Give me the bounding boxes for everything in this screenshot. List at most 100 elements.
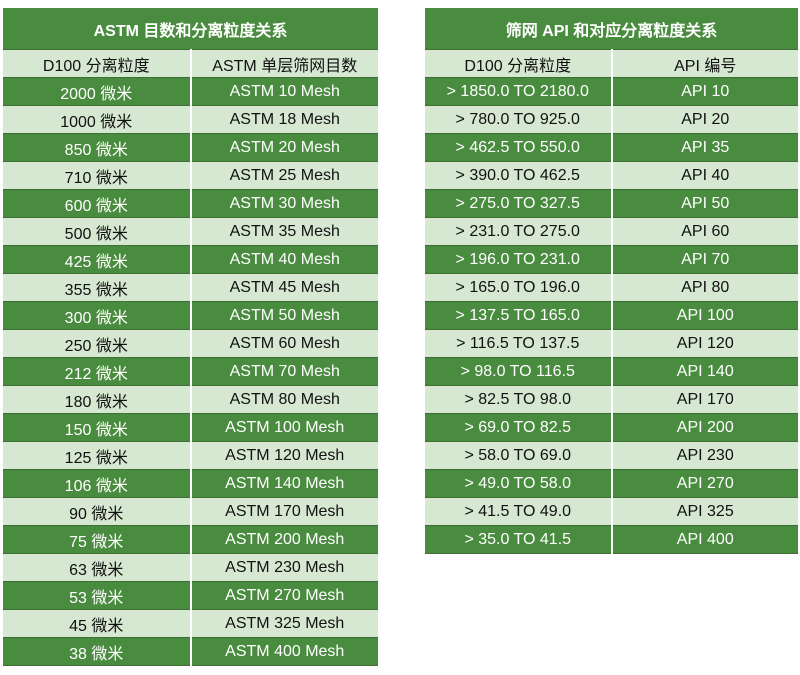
- col-1-cell: 45 微米: [3, 609, 191, 638]
- col-2-cell: ASTM 120 Mesh: [189, 441, 378, 470]
- col-2-cell: ASTM 200 Mesh: [189, 525, 378, 554]
- table-title: 筛网 API 和对应分离粒度关系: [425, 8, 798, 50]
- table-row: > 231.0 TO 275.0 API 60: [425, 217, 798, 246]
- col-1-cell: > 275.0 TO 327.5: [425, 189, 612, 218]
- table-row: > 116.5 TO 137.5 API 120: [425, 329, 798, 358]
- col-2-cell: ASTM 30 Mesh: [189, 189, 378, 218]
- col-2-cell: ASTM 35 Mesh: [189, 217, 378, 246]
- col-2-cell: API 35: [610, 133, 798, 162]
- table-row: 45 微米 ASTM 325 Mesh: [3, 609, 378, 638]
- col-1-cell: 1000 微米: [3, 105, 191, 134]
- col-1-cell: > 98.0 TO 116.5: [425, 357, 612, 386]
- col-1-cell: 250 微米: [3, 329, 191, 358]
- table-row: 53 微米 ASTM 270 Mesh: [3, 581, 378, 610]
- col-1-cell: 180 微米: [3, 385, 191, 414]
- col-2-cell: ASTM 325 Mesh: [189, 609, 378, 638]
- col-2-cell: API 325: [610, 497, 798, 526]
- column-header-row: D100 分离粒度 API 编号: [425, 49, 798, 78]
- col-2-cell: API 10: [610, 77, 798, 106]
- col-2-cell: ASTM 170 Mesh: [189, 497, 378, 526]
- col-2-cell: ASTM 50 Mesh: [189, 301, 378, 330]
- table-row: > 98.0 TO 116.5 API 140: [425, 357, 798, 386]
- col-1-cell: > 165.0 TO 196.0: [425, 273, 612, 302]
- table-row: > 49.0 TO 58.0 API 270: [425, 469, 798, 498]
- col-1-cell: > 35.0 TO 41.5: [425, 525, 612, 554]
- col-2-cell: API 80: [610, 273, 798, 302]
- table-row: 63 微米 ASTM 230 Mesh: [3, 553, 378, 582]
- col-2-cell: ASTM 25 Mesh: [189, 161, 378, 190]
- col-2-cell: API 编号: [610, 49, 798, 78]
- column-header-row: D100 分离粒度 ASTM 单层筛网目数: [3, 49, 378, 78]
- table-row: 106 微米 ASTM 140 Mesh: [3, 469, 378, 498]
- table-row: > 69.0 TO 82.5 API 200: [425, 413, 798, 442]
- col-1-cell: 425 微米: [3, 245, 191, 274]
- col-2-cell: API 200: [610, 413, 798, 442]
- table-row: 75 微米 ASTM 200 Mesh: [3, 525, 378, 554]
- table-row: 180 微米 ASTM 80 Mesh: [3, 385, 378, 414]
- table-row: > 165.0 TO 196.0 API 80: [425, 273, 798, 302]
- col-1-cell: > 58.0 TO 69.0: [425, 441, 612, 470]
- col-1-cell: 106 微米: [3, 469, 191, 498]
- col-2-cell: ASTM 400 Mesh: [189, 637, 378, 666]
- col-1-cell: 38 微米: [3, 637, 191, 666]
- col-2-cell: API 50: [610, 189, 798, 218]
- table-row: > 780.0 TO 925.0 API 20: [425, 105, 798, 134]
- col-1-cell: 500 微米: [3, 217, 191, 246]
- table-row: > 41.5 TO 49.0 API 325: [425, 497, 798, 526]
- col-1-cell: > 49.0 TO 58.0: [425, 469, 612, 498]
- table-row: > 196.0 TO 231.0 API 70: [425, 245, 798, 274]
- table-row: 425 微米 ASTM 40 Mesh: [3, 245, 378, 274]
- col-1-cell: 850 微米: [3, 133, 191, 162]
- col-1-cell: 600 微米: [3, 189, 191, 218]
- col-1-cell: D100 分离粒度: [425, 49, 612, 78]
- table-row: 150 微米 ASTM 100 Mesh: [3, 413, 378, 442]
- col-1-cell: 710 微米: [3, 161, 191, 190]
- col-1-cell: 125 微米: [3, 441, 191, 470]
- col-1-cell: 300 微米: [3, 301, 191, 330]
- col-1-cell: 2000 微米: [3, 77, 191, 106]
- astm-mesh-table: ASTM 目数和分离粒度关系 D100 分离粒度 ASTM 单层筛网目数 2000 …: [3, 8, 378, 666]
- col-1-cell: > 390.0 TO 462.5: [425, 161, 612, 190]
- col-2-cell: API 400: [610, 525, 798, 554]
- col-2-cell: ASTM 18 Mesh: [189, 105, 378, 134]
- col-2-cell: ASTM 230 Mesh: [189, 553, 378, 582]
- table-row: > 390.0 TO 462.5 API 40: [425, 161, 798, 190]
- col-2-cell: ASTM 80 Mesh: [189, 385, 378, 414]
- col-1-cell: > 196.0 TO 231.0: [425, 245, 612, 274]
- col-2-cell: API 170: [610, 385, 798, 414]
- table-row: > 58.0 TO 69.0 API 230: [425, 441, 798, 470]
- table-row: > 137.5 TO 165.0 API 100: [425, 301, 798, 330]
- table-title: ASTM 目数和分离粒度关系: [3, 8, 378, 50]
- col-2-cell: ASTM 270 Mesh: [189, 581, 378, 610]
- col-2-cell: API 20: [610, 105, 798, 134]
- table-row: 125 微米 ASTM 120 Mesh: [3, 441, 378, 470]
- table-row: > 275.0 TO 327.5 API 50: [425, 189, 798, 218]
- table-row: 710 微米 ASTM 25 Mesh: [3, 161, 378, 190]
- col-2-cell: ASTM 60 Mesh: [189, 329, 378, 358]
- table-row: 250 微米 ASTM 60 Mesh: [3, 329, 378, 358]
- col-1-cell: > 462.5 TO 550.0: [425, 133, 612, 162]
- col-1-cell: 212 微米: [3, 357, 191, 386]
- table-row: > 462.5 TO 550.0 API 35: [425, 133, 798, 162]
- table-row: > 35.0 TO 41.5 API 400: [425, 525, 798, 554]
- col-2-cell: API 60: [610, 217, 798, 246]
- col-1-cell: 355 微米: [3, 273, 191, 302]
- col-2-cell: API 230: [610, 441, 798, 470]
- table-row: > 82.5 TO 98.0 API 170: [425, 385, 798, 414]
- col-1-cell: > 780.0 TO 925.0: [425, 105, 612, 134]
- col-2-cell: ASTM 20 Mesh: [189, 133, 378, 162]
- col-1-cell: 90 微米: [3, 497, 191, 526]
- api-screen-table: 筛网 API 和对应分离粒度关系 D100 分离粒度 API 编号 > 1850.0…: [425, 8, 798, 554]
- table-row: > 1850.0 TO 2180.0 API 10: [425, 77, 798, 106]
- table-row: 38 微米 ASTM 400 Mesh: [3, 637, 378, 666]
- col-2-cell: ASTM 70 Mesh: [189, 357, 378, 386]
- col-1-cell: > 69.0 TO 82.5: [425, 413, 612, 442]
- col-1-cell: > 116.5 TO 137.5: [425, 329, 612, 358]
- col-1-cell: > 41.5 TO 49.0: [425, 497, 612, 526]
- table-row: 212 微米 ASTM 70 Mesh: [3, 357, 378, 386]
- table-row: 850 微米 ASTM 20 Mesh: [3, 133, 378, 162]
- col-1-cell: 75 微米: [3, 525, 191, 554]
- col-2-cell: API 100: [610, 301, 798, 330]
- col-1-cell: > 82.5 TO 98.0: [425, 385, 612, 414]
- col-2-cell: API 120: [610, 329, 798, 358]
